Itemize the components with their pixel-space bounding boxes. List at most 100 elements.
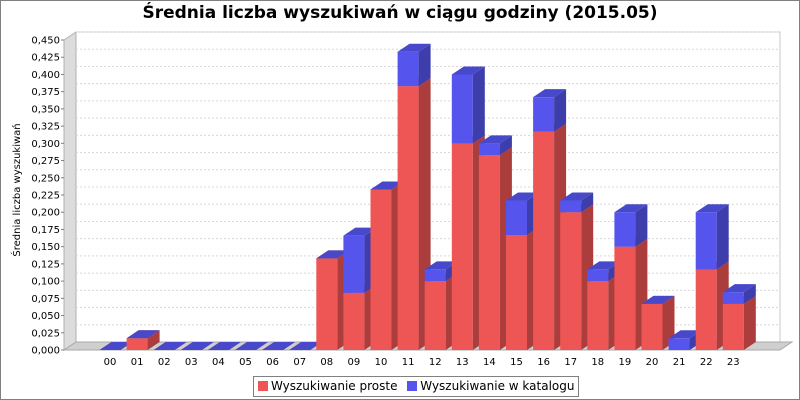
bar-side [743, 295, 756, 350]
bar-front [695, 212, 717, 270]
legend: Wyszukiwanie proste Wyszukiwanie w katal… [253, 376, 580, 397]
legend-swatch-catalog [407, 381, 418, 391]
bar-catalog [289, 342, 323, 350]
x-tick-label: 04 [212, 357, 225, 368]
x-tick-label: 01 [131, 357, 144, 368]
x-tick-label: 18 [591, 357, 604, 368]
bar-side [554, 89, 567, 132]
x-axis-ticks: 00 01 02 03 04 05 06 07 08 09 10 11 12 13 14 15 16 17 18 19… [104, 357, 740, 368]
y-tick-label: 0,175 [31, 225, 60, 236]
legend-label-simple: Wyszukiwanie proste [271, 379, 398, 393]
bar-front [533, 97, 555, 132]
legend-item-catalog: Wyszukiwanie w katalogu [407, 379, 574, 393]
x-tick-label: 12 [429, 357, 442, 368]
bar-catalog [235, 342, 268, 350]
bar-side [581, 192, 594, 213]
x-tick-label: 14 [483, 357, 496, 368]
bar-catalog [180, 342, 214, 350]
y-tick-label: 0,275 [31, 156, 60, 167]
bar-front [316, 258, 338, 350]
bar-front [668, 338, 690, 350]
bar-top [614, 204, 648, 213]
bar-top [695, 204, 729, 213]
bar-top [424, 261, 458, 270]
bar-zero [641, 295, 675, 304]
y-tick-label: 0,125 [31, 259, 60, 270]
bar-front [641, 303, 663, 350]
bar-catalog [478, 135, 512, 156]
y-tick-label: 0,100 [31, 277, 60, 288]
bar-front [722, 292, 744, 304]
plot-left-wall [63, 31, 77, 351]
x-tick-label: 00 [104, 357, 117, 368]
bar-front [722, 303, 744, 350]
bar-top [587, 261, 621, 270]
bar-simple [722, 295, 756, 350]
bar-catalog [397, 43, 431, 87]
bar-catalog [695, 204, 729, 270]
bar-front [424, 269, 446, 282]
y-tick-label: 0,000 [31, 346, 60, 357]
y-tick-label: 0,075 [31, 294, 60, 305]
x-tick-label: 09 [348, 357, 361, 368]
bar-zero [316, 250, 350, 259]
bar-catalog [560, 192, 594, 213]
y-tick-label: 0,150 [31, 242, 60, 253]
bar-catalog [614, 204, 648, 247]
x-tick-label: 20 [646, 357, 659, 368]
bar-top [668, 330, 702, 339]
bar-front [587, 269, 609, 282]
x-tick-label: 05 [239, 357, 252, 368]
bar-front [451, 74, 473, 144]
bar-catalog [316, 250, 350, 259]
bar-side [743, 284, 756, 304]
y-tick-label: 0,375 [31, 87, 60, 98]
bar-front [451, 143, 473, 350]
bar-side [716, 204, 729, 270]
bar-front [506, 234, 527, 350]
x-tick-label: 02 [158, 357, 171, 368]
legend-item-simple: Wyszukiwanie proste [258, 379, 397, 393]
bar-front [343, 235, 365, 293]
bar-zero [126, 330, 160, 339]
y-tick-label: 0,225 [31, 191, 60, 202]
bar-front [695, 269, 717, 350]
y-tick-label: 0,200 [31, 208, 60, 219]
bar-zero [99, 342, 133, 350]
bar-catalog [153, 342, 187, 350]
x-tick-label: 10 [375, 357, 388, 368]
bar-zero [370, 181, 404, 190]
x-tick-label: 06 [266, 357, 279, 368]
bar-catalog [207, 342, 241, 350]
y-tick-label: 0,350 [31, 104, 60, 115]
bars [99, 43, 756, 351]
bar-front [424, 281, 446, 350]
x-tick-label: 11 [402, 357, 415, 368]
bar-front [126, 338, 148, 350]
bar-zero [235, 342, 268, 350]
bar-zero [180, 342, 214, 350]
bar-catalog [126, 330, 160, 339]
x-tick-label: 07 [293, 357, 306, 368]
y-axis-label: Średnia liczba wyszukiwań [10, 123, 23, 256]
bar-top [397, 43, 431, 52]
x-tick-label: 03 [185, 357, 198, 368]
y-tick-label: 0,300 [31, 139, 60, 150]
bar-zero [207, 342, 241, 350]
bar-side [472, 66, 485, 144]
bar-top [451, 66, 485, 75]
bar-front [397, 51, 419, 87]
bar-side [635, 204, 648, 247]
y-tick-label: 0,400 [31, 70, 60, 81]
x-tick-label: 16 [537, 357, 550, 368]
bar-front [478, 143, 500, 156]
bar-side [147, 330, 160, 350]
x-tick-label: 19 [619, 357, 632, 368]
bar-front [614, 212, 636, 247]
bar-catalog [262, 342, 296, 350]
x-tick-label: 22 [700, 357, 713, 368]
bar-front [370, 189, 392, 350]
bar-side [499, 135, 512, 156]
bar-catalog [722, 284, 756, 304]
